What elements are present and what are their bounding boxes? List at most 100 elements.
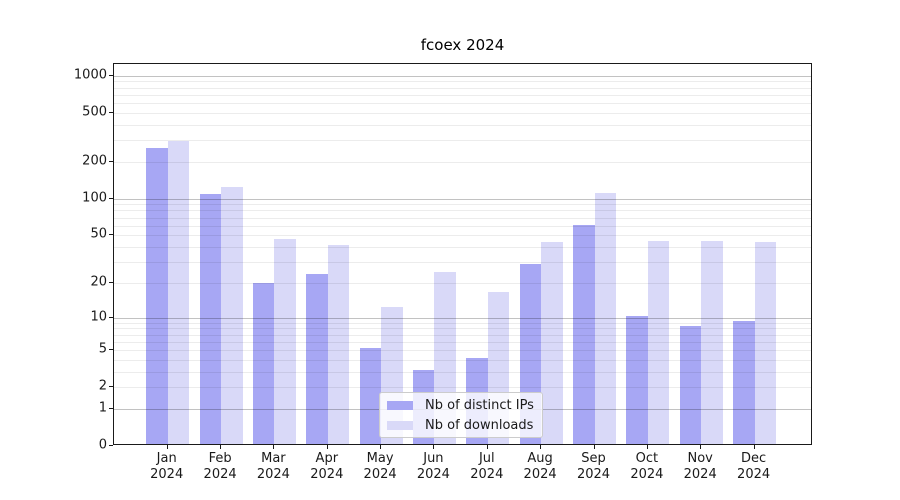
y-tick-mark: [109, 349, 113, 350]
x-tick-label: Aug 2024: [523, 451, 557, 483]
grid-line: [114, 217, 811, 219]
bar-downloads-mar: [274, 238, 296, 444]
y-tick-mark: [109, 74, 113, 76]
grid-line: [114, 94, 811, 96]
y-tick-label: 200: [82, 153, 107, 169]
x-tick-label: Jan 2024: [150, 451, 184, 483]
y-tick-label: 1000: [73, 67, 107, 83]
legend: Nb of distinct IPs Nb of downloads: [379, 392, 543, 438]
grid-line: [114, 350, 811, 351]
grid-line: [114, 87, 811, 89]
y-tick-mark: [109, 197, 113, 199]
bar-distinct-ips-oct: [626, 315, 648, 444]
grid-line: [114, 198, 811, 200]
plot-area: [113, 63, 812, 445]
x-tick-mark: [700, 445, 702, 449]
x-tick-label: May 2024: [363, 451, 397, 483]
grid-line: [114, 334, 811, 336]
x-tick-label: Apr 2024: [310, 451, 344, 483]
x-tick-mark: [273, 445, 275, 449]
y-tick-mark: [109, 281, 113, 283]
y-tick-label: 500: [82, 104, 107, 120]
x-tick-label: Dec 2024: [737, 451, 771, 483]
bar-downloads-jan: [167, 141, 190, 444]
bar-distinct-ips-jan: [146, 147, 168, 444]
y-tick-label: 10: [90, 309, 107, 324]
grid-line: [114, 210, 811, 212]
x-tick-mark: [753, 445, 755, 449]
y-tick-mark: [109, 407, 113, 409]
bar-distinct-ips-nov: [679, 326, 702, 444]
grid-line: [114, 124, 811, 126]
bar-downloads-aug: [541, 242, 563, 444]
grid-line: [114, 317, 811, 319]
x-tick-label: Feb 2024: [203, 451, 237, 483]
bar-downloads-dec: [754, 242, 777, 444]
y-tick-mark: [109, 234, 113, 236]
y-tick-mark: [109, 111, 113, 113]
bar-distinct-ips-sep: [573, 225, 595, 444]
grid-line: [114, 282, 811, 284]
grid-line: [114, 161, 811, 163]
legend-item-distinct-ips: Nb of distinct IPs: [387, 398, 534, 413]
chart-title: fcoex 2024: [420, 36, 505, 54]
x-tick-mark: [433, 445, 435, 449]
legend-label-distinct-ips: Nb of distinct IPs: [425, 397, 534, 413]
bar-downloads-sep: [594, 193, 616, 444]
x-tick-label: Mar 2024: [256, 451, 290, 483]
x-tick-mark: [486, 445, 488, 449]
downloads-swatch-icon: [387, 420, 413, 430]
y-tick-label: 2: [98, 378, 107, 394]
x-tick-mark: [166, 445, 168, 449]
bar-distinct-ips-feb: [199, 194, 222, 444]
x-tick-label: Oct 2024: [630, 451, 664, 483]
grid-line: [114, 246, 811, 248]
bar-distinct-ips-apr: [306, 273, 328, 444]
grid-line: [114, 341, 811, 343]
x-tick-label: Jul 2024: [470, 451, 504, 483]
bar-distinct-ips-dec: [733, 320, 755, 444]
grid-line: [114, 112, 811, 114]
x-tick-mark: [380, 445, 382, 449]
grid-line: [114, 204, 811, 206]
grid-line: [114, 359, 811, 361]
bar-distinct-ips-may: [359, 348, 382, 444]
y-tick-mark: [109, 316, 113, 318]
y-tick-mark: [109, 445, 113, 446]
grid-line: [114, 81, 811, 83]
grid-line: [114, 371, 811, 373]
y-tick-mark: [109, 160, 113, 162]
grid-line: [114, 140, 811, 142]
x-tick-label: Nov 2024: [683, 451, 717, 483]
grid-line: [114, 235, 811, 237]
x-tick-mark: [646, 445, 648, 449]
grid-line: [114, 225, 811, 227]
bar-downloads-feb: [221, 186, 243, 444]
y-tick-label: 1: [98, 400, 107, 416]
x-tick-label: Sep 2024: [576, 451, 611, 483]
distinct-ips-swatch-icon: [387, 400, 413, 410]
grid-line: [114, 387, 811, 389]
grid-line: [114, 103, 811, 104]
x-tick-label: Jun 2024: [416, 451, 450, 483]
y-tick-label: 5: [98, 341, 107, 357]
bar-downloads-apr: [327, 244, 350, 444]
y-tick-label: 50: [90, 226, 107, 242]
bar-downloads-oct: [647, 241, 670, 444]
x-tick-mark: [540, 445, 542, 449]
y-tick-label: 100: [82, 190, 107, 206]
grid-line: [114, 328, 811, 330]
bar-distinct-ips-mar: [252, 283, 275, 444]
x-tick-mark: [220, 445, 222, 449]
grid-line: [114, 322, 811, 324]
y-tick-mark: [109, 386, 113, 388]
x-tick-mark: [593, 445, 595, 449]
y-tick-label: 20: [90, 274, 107, 290]
grid-line: [114, 261, 811, 263]
grid-line: [114, 75, 811, 77]
legend-label-downloads: Nb of downloads: [425, 417, 534, 433]
bar-downloads-nov: [701, 241, 723, 444]
legend-item-downloads: Nb of downloads: [387, 418, 534, 433]
y-tick-label: 0: [98, 437, 107, 453]
